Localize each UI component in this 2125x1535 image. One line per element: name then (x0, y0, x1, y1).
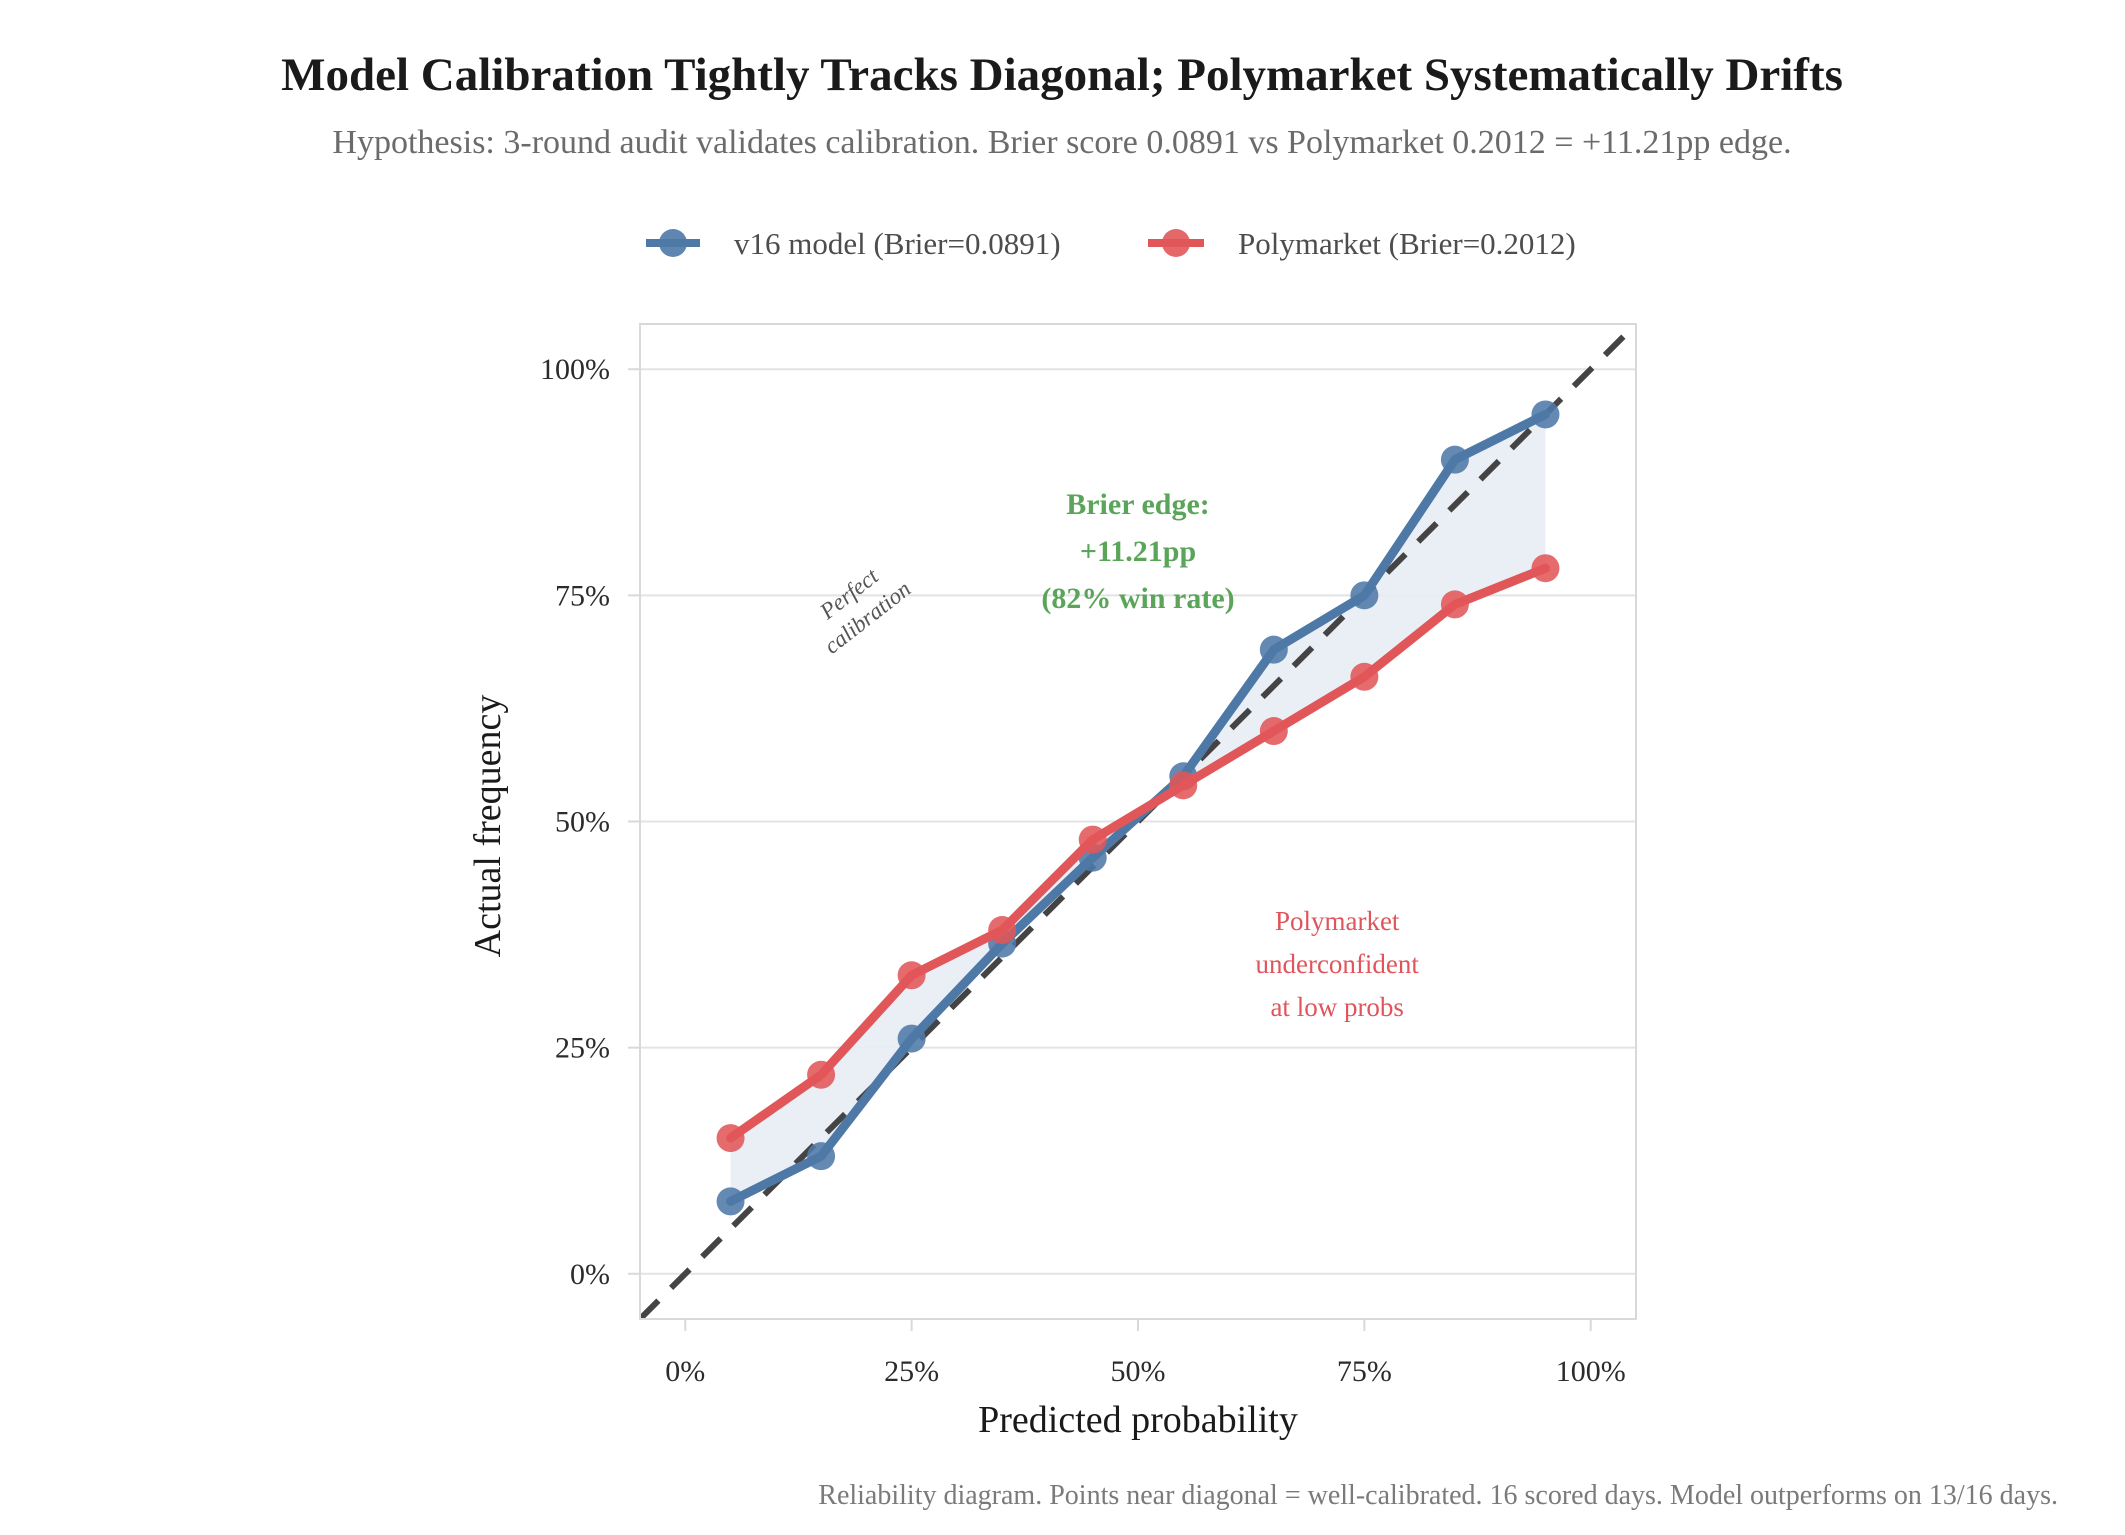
annotations: Brier edge: +11.21pp (82% win rate) Polymar… (801, 488, 1419, 1022)
annotation-text: Perfectcalibration (801, 552, 915, 658)
data-point-polymarket[interactable] (807, 1060, 836, 1089)
data-point-polymarket[interactable] (1350, 662, 1379, 691)
legend-marker-polymarket (1162, 229, 1190, 257)
plot-panel: 0% 25% 50% 75% 100% 0% 25% 50% 75% 100% (540, 323, 1637, 1388)
perfect-calibration-line (640, 324, 1636, 1319)
annotation-line: at low probs (1270, 992, 1403, 1022)
chart-title: Model Calibration Tightly Tracks Diagona… (281, 49, 1843, 101)
legend-item-model[interactable]: v16 model (Brier=0.0891) (646, 226, 1061, 261)
x-tick-label: 50% (1111, 1355, 1166, 1388)
data-point-model[interactable] (1440, 445, 1469, 474)
data-point-model[interactable] (1259, 635, 1288, 664)
annotation-line: underconfident (1255, 949, 1419, 979)
data-point-polymarket[interactable] (988, 916, 1017, 945)
annotation-line: Brier edge: (1066, 488, 1210, 521)
x-tick-label: 25% (884, 1355, 939, 1388)
annotation-text: Brier edge: +11.21pp (82% win rate) (1041, 488, 1234, 615)
x-tick-label: 100% (1556, 1355, 1626, 1388)
x-tick-label: 75% (1337, 1355, 1392, 1388)
legend-label-model: v16 model (Brier=0.0891) (734, 226, 1061, 261)
series-line-polymarket (726, 563, 1550, 1143)
y-tick-label: 0% (570, 1258, 610, 1291)
x-axis-title: Predicted probability (978, 1399, 1298, 1441)
data-point-polymarket[interactable] (1259, 717, 1288, 746)
annotation-brier-edge: Brier edge: +11.21pp (82% win rate) (1041, 488, 1234, 615)
legend-label-polymarket: Polymarket (Brier=0.2012) (1238, 226, 1576, 261)
annotation-polymarket-note: Polymarket underconfident at low probs (1255, 906, 1419, 1022)
legend-marker-model (659, 229, 687, 257)
data-point-model[interactable] (807, 1142, 836, 1171)
data-point-model[interactable] (716, 1187, 745, 1216)
annotation-line: +11.21pp (1080, 535, 1196, 568)
data-point-polymarket[interactable] (1531, 554, 1560, 583)
series-polymarket (716, 554, 1560, 1153)
legend: v16 model (Brier=0.0891) Polymarket (Bri… (646, 226, 1576, 261)
series-layer (716, 400, 1560, 1216)
data-point-polymarket[interactable] (1169, 771, 1198, 800)
data-point-polymarket[interactable] (716, 1124, 745, 1153)
data-point-model[interactable] (1531, 400, 1560, 429)
annotation-perfect-calibration: Perfectcalibration (801, 552, 915, 659)
y-tick-label: 100% (540, 353, 610, 386)
y-tick-label: 50% (555, 806, 610, 839)
y-tick-label: 25% (555, 1032, 610, 1065)
legend-item-polymarket[interactable]: Polymarket (Brier=0.2012) (1148, 226, 1576, 261)
chart-subtitle: Hypothesis: 3-round audit validates cali… (332, 124, 1791, 161)
y-tick-label: 75% (555, 579, 610, 612)
chart-caption: Reliability diagram. Points near diagona… (818, 1480, 2058, 1511)
x-axis-ticks: 0% 25% 50% 75% 100% (665, 1319, 1626, 1388)
x-tick-label: 0% (665, 1355, 705, 1388)
annotation-line: Polymarket (1275, 906, 1400, 936)
data-point-polymarket[interactable] (1078, 825, 1107, 854)
y-axis-ticks: 0% 25% 50% 75% 100% (540, 353, 640, 1291)
data-point-model[interactable] (897, 1024, 926, 1053)
annotation-text: Polymarket underconfident at low probs (1255, 906, 1419, 1022)
y-axis-title: Actual frequency (467, 695, 509, 958)
data-point-model[interactable] (1350, 581, 1379, 610)
data-point-polymarket[interactable] (897, 961, 926, 990)
data-point-polymarket[interactable] (1440, 590, 1469, 619)
annotation-line: (82% win rate) (1041, 582, 1234, 615)
